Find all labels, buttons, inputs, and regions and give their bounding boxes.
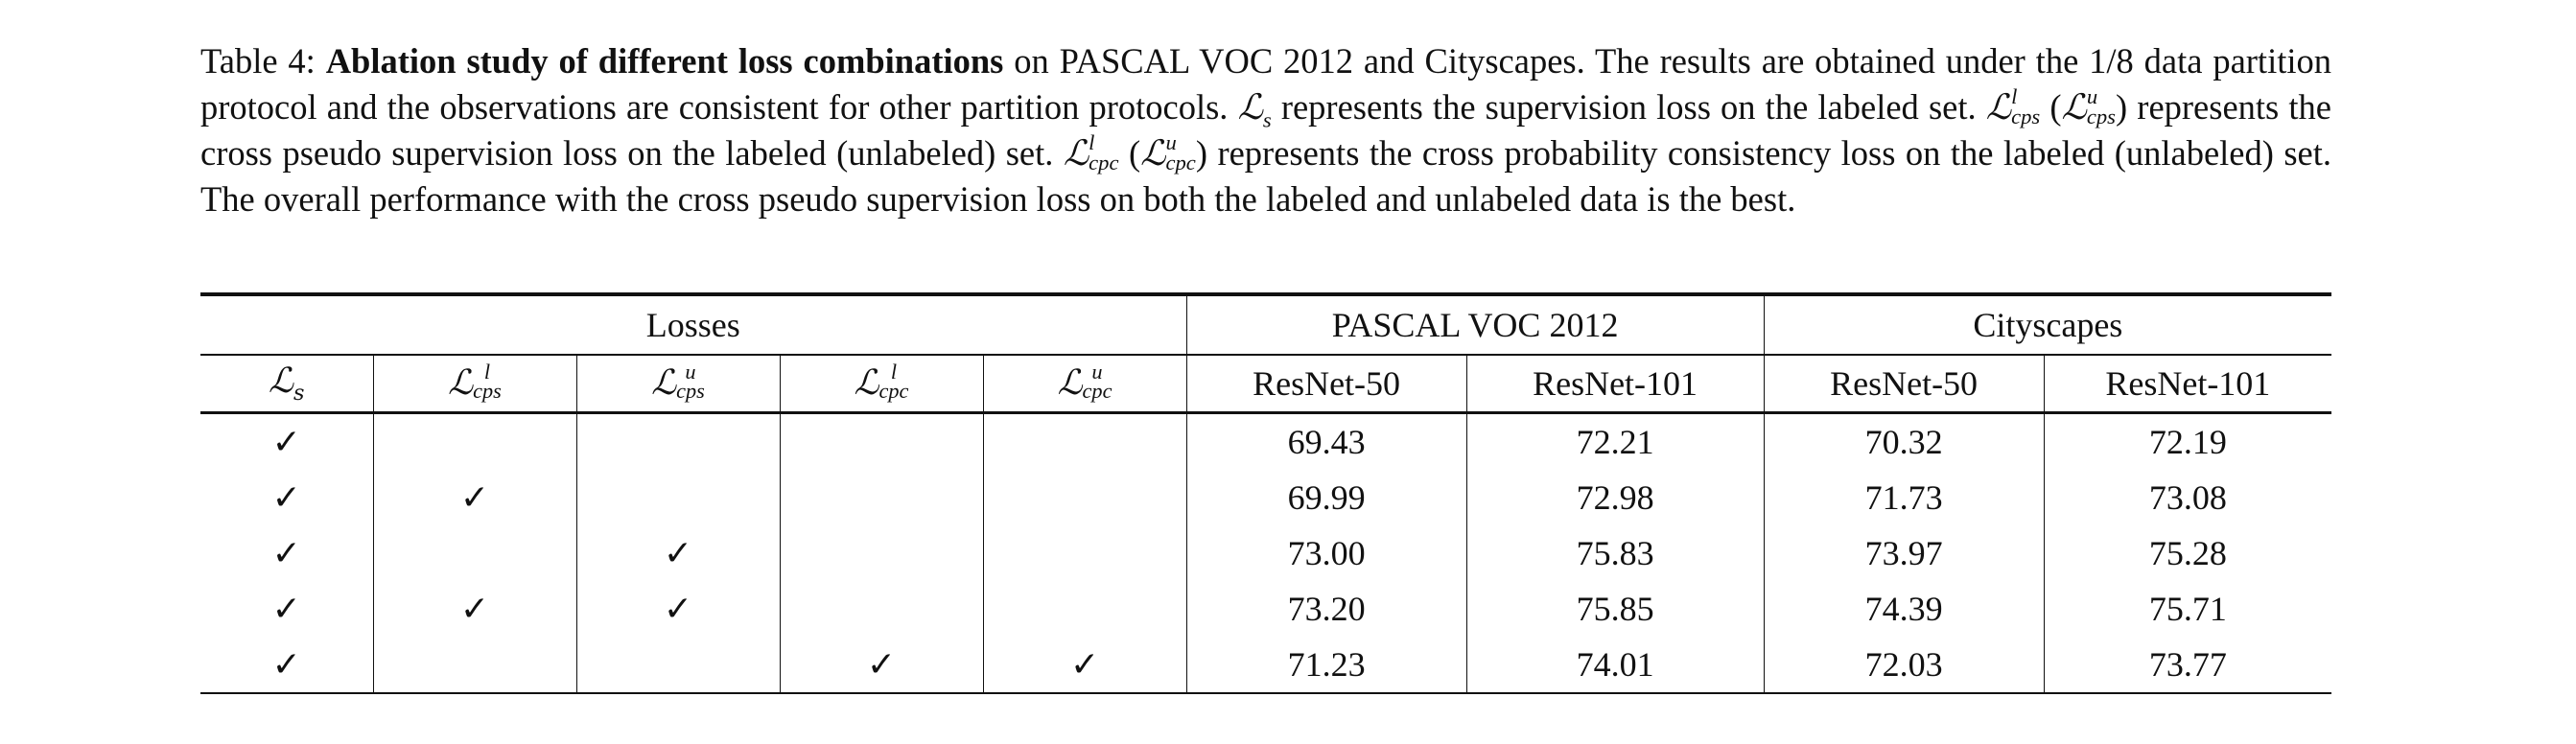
cell-cityscapes-resnet50: 74.39	[1763, 581, 2045, 637]
checkmark-icon: ✓	[866, 645, 897, 685]
col-cityscapes-resnet101: ResNet-101	[2043, 355, 2332, 414]
cell-cityscapes-resnet50: 72.03	[1763, 637, 2045, 694]
pascal-group-header: PASCAL VOC 2012	[1185, 292, 1765, 356]
cell-lcpc-unlabeled: ✓	[982, 637, 1187, 694]
cell-lcpc-labeled	[779, 412, 983, 470]
cell-pascal-resnet101: 72.21	[1465, 412, 1765, 470]
checkmark-icon: ✓	[663, 534, 693, 573]
cell-lcps-unlabeled: ✓	[575, 581, 780, 637]
caption-part3: represents the cross pseudo supervision …	[200, 87, 2331, 173]
cell-lcps-labeled: ✓	[372, 470, 576, 525]
cell-ls: ✓	[200, 581, 373, 637]
checkmark-icon: ✓	[271, 423, 301, 462]
cell-lcpc-labeled: ✓	[779, 637, 983, 694]
caption-part4: represents the cross probability consist…	[200, 133, 2332, 219]
cell-lcps-unlabeled	[575, 470, 780, 525]
group-header-row: Losses PASCAL VOC 2012 Cityscapes	[200, 292, 2332, 356]
cell-lcps-unlabeled	[575, 412, 780, 470]
cell-cityscapes-resnet101: 73.08	[2043, 470, 2332, 525]
col-ls: ℒs	[200, 355, 373, 414]
cell-ls: ✓	[200, 525, 373, 581]
table-caption: Table 4: Ablation study of different los…	[200, 41, 2332, 219]
cell-lcpc-unlabeled	[982, 412, 1187, 470]
cell-ls: ✓	[200, 637, 373, 694]
losses-group-header: Losses	[200, 292, 1187, 356]
cell-pascal-resnet101: 75.85	[1465, 581, 1765, 637]
table-row: ✓ 69.43 72.21 70.32 72.19	[200, 412, 2332, 471]
checkmark-icon: ✓	[459, 590, 490, 629]
cell-cityscapes-resnet50: 70.32	[1763, 412, 2045, 470]
cell-lcpc-labeled	[779, 470, 983, 525]
cell-lcpc-unlabeled	[982, 525, 1187, 581]
table-row: ✓ ✓ ✓ 71.23 74.01 72.03 73.77	[200, 637, 2332, 694]
col-pascal-resnet50: ResNet-50	[1185, 355, 1467, 414]
checkmark-icon: ✓	[663, 590, 693, 629]
cell-lcpc-unlabeled	[982, 470, 1187, 525]
cell-lcpc-labeled	[779, 525, 983, 581]
col-cityscapes-resnet50: ResNet-50	[1763, 355, 2045, 414]
cell-ls: ✓	[200, 413, 373, 471]
caption-label: Table 4:	[200, 41, 316, 81]
cell-pascal-resnet50: 69.99	[1185, 470, 1467, 525]
cell-pascal-resnet50: 73.00	[1185, 525, 1467, 581]
cell-lcpc-unlabeled	[982, 581, 1187, 637]
cell-cityscapes-resnet50: 73.97	[1763, 525, 2045, 581]
caption-part2: represents the supervision loss on the l…	[1271, 87, 1986, 127]
cell-pascal-resnet101: 74.01	[1465, 637, 1765, 694]
cell-pascal-resnet101: 72.98	[1465, 470, 1765, 525]
cell-lcps-labeled	[372, 637, 576, 694]
cell-lcps-labeled	[372, 412, 576, 470]
cell-lcps-unlabeled	[575, 637, 780, 694]
table-row: ✓ ✓ ✓ 73.20 75.85 74.39 75.71	[200, 581, 2332, 637]
table-row: ✓ ✓ 69.99 72.98 71.73 73.08	[200, 470, 2332, 525]
caption-part1: on PASCAL VOC 2012 and Cityscapes. The r…	[200, 41, 2331, 127]
checkmark-icon: ✓	[271, 590, 301, 629]
caption-title: Ablation study of different loss combina…	[325, 41, 1004, 81]
checkmark-icon: ✓	[459, 478, 490, 518]
cell-pascal-resnet50: 73.20	[1185, 581, 1467, 637]
cell-pascal-resnet50: 69.43	[1185, 412, 1467, 470]
cell-lcps-labeled: ✓	[372, 581, 576, 637]
table-row: ✓ ✓ 73.00 75.83 73.97 75.28	[200, 525, 2332, 581]
checkmark-icon: ✓	[271, 478, 301, 518]
checkmark-icon: ✓	[271, 645, 301, 685]
cell-lcps-labeled	[372, 525, 576, 581]
cell-lcps-unlabeled: ✓	[575, 525, 780, 581]
cityscapes-group-header: Cityscapes	[1763, 292, 2332, 356]
table-body: ✓ 69.43 72.21 70.32 72.19 ✓ ✓ 69.99 72.98 71.73 73…	[200, 412, 2332, 694]
cell-pascal-resnet50: 71.23	[1185, 637, 1467, 694]
cell-cityscapes-resnet101: 75.71	[2043, 581, 2332, 637]
checkmark-icon: ✓	[1069, 645, 1100, 685]
checkmark-icon: ✓	[271, 534, 301, 573]
cell-cityscapes-resnet101: 75.28	[2043, 525, 2332, 581]
col-pascal-resnet101: ResNet-101	[1465, 355, 1765, 414]
math-ls: ℒs	[1237, 86, 1272, 132]
cell-ls: ✓	[200, 470, 373, 525]
cell-lcpc-labeled	[779, 581, 983, 637]
cell-pascal-resnet101: 75.83	[1465, 525, 1765, 581]
cell-cityscapes-resnet101: 73.77	[2043, 637, 2332, 694]
cell-cityscapes-resnet50: 71.73	[1763, 470, 2045, 525]
cell-cityscapes-resnet101: 72.19	[2043, 412, 2332, 470]
